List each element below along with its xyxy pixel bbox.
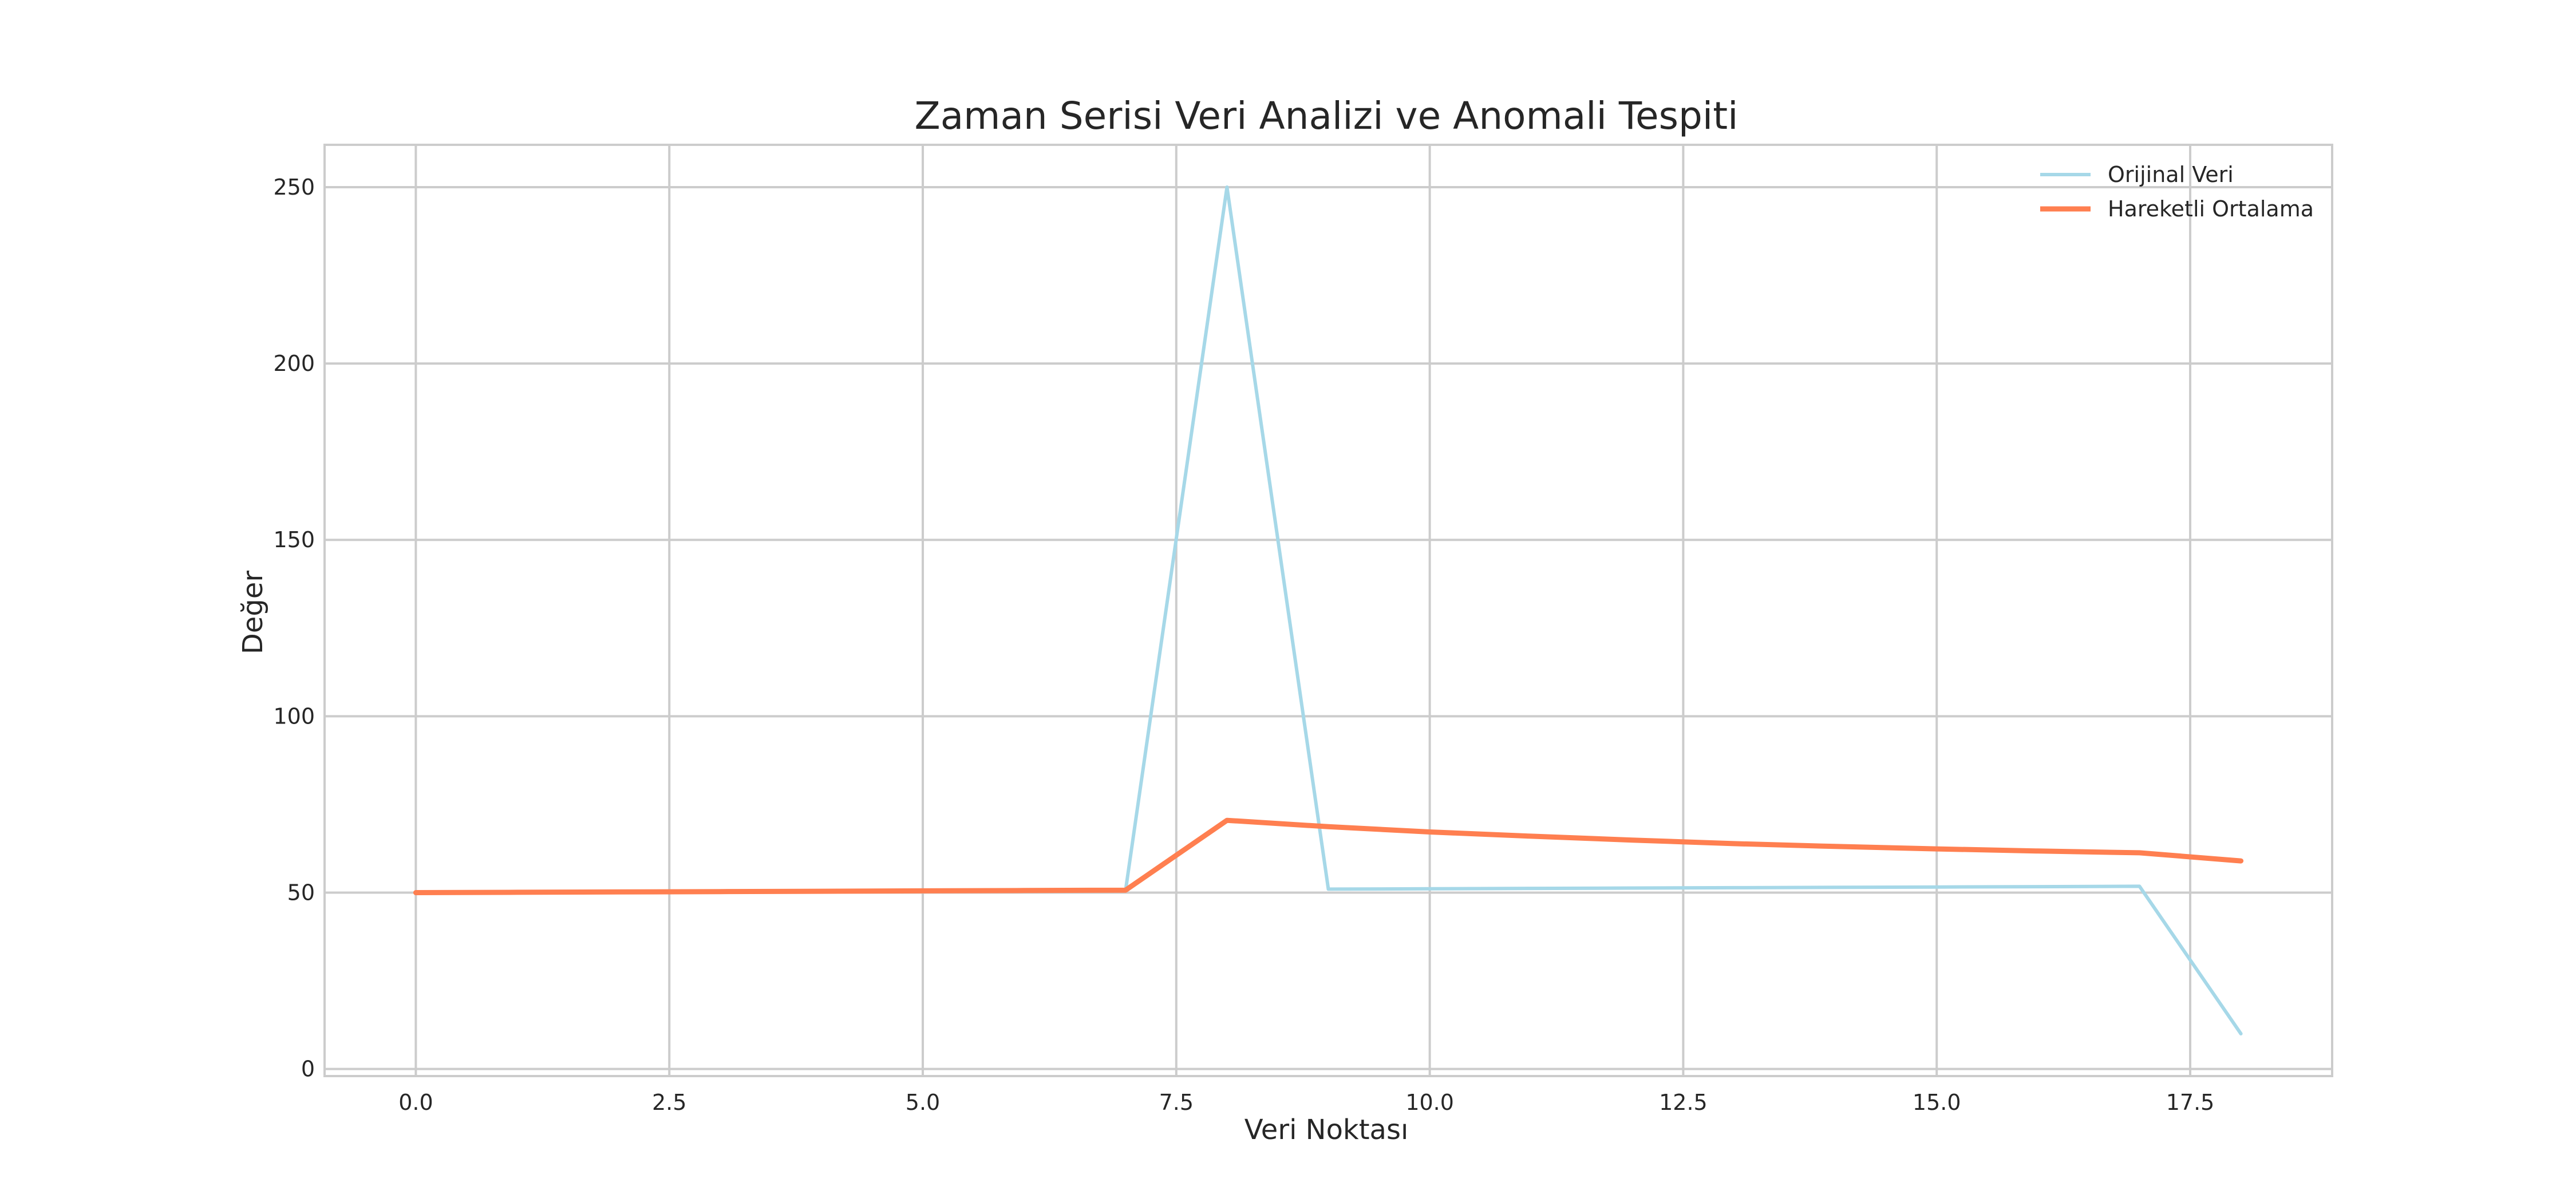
y-tick-label: 100 bbox=[273, 703, 315, 729]
legend: Orijinal Veri Hareketli Ortalama bbox=[2040, 162, 2314, 222]
y-tick-label: 250 bbox=[273, 175, 315, 200]
x-tick-label: 10.0 bbox=[1405, 1090, 1454, 1115]
plot-frame bbox=[323, 144, 2333, 1077]
series-lines bbox=[413, 185, 2244, 1035]
x-tick-label: 5.0 bbox=[906, 1090, 940, 1115]
x-tick-label: 15.0 bbox=[1913, 1090, 1961, 1115]
y-tick-label: 150 bbox=[273, 527, 315, 552]
x-tick-label: 12.5 bbox=[1659, 1090, 1708, 1115]
x-tick-label: 0.0 bbox=[398, 1090, 433, 1115]
y-tick-label: 0 bbox=[301, 1057, 315, 1082]
x-tick-label: 17.5 bbox=[2166, 1090, 2215, 1115]
y-tick-label: 200 bbox=[273, 351, 315, 376]
y-tick-labels: 0 50 100 150 200 250 bbox=[273, 175, 315, 1082]
legend-label: Hareketli Ortalama bbox=[2108, 196, 2314, 222]
grid bbox=[325, 145, 2332, 1076]
chart-title: Zaman Serisi Veri Analizi ve Anomali Tes… bbox=[915, 94, 1739, 138]
x-tick-label: 7.5 bbox=[1159, 1090, 1194, 1115]
x-tick-label: 2.5 bbox=[652, 1090, 686, 1115]
y-axis-label: Değer bbox=[237, 571, 269, 654]
y-tick-label: 50 bbox=[287, 880, 315, 906]
x-tick-labels: 0.0 2.5 5.0 7.5 10.0 12.5 15.0 17.5 bbox=[398, 1090, 2214, 1115]
series-line-2 bbox=[413, 817, 2244, 895]
legend-label: Orijinal Veri bbox=[2108, 162, 2234, 187]
x-axis-label: Veri Noktası bbox=[1244, 1114, 1409, 1146]
